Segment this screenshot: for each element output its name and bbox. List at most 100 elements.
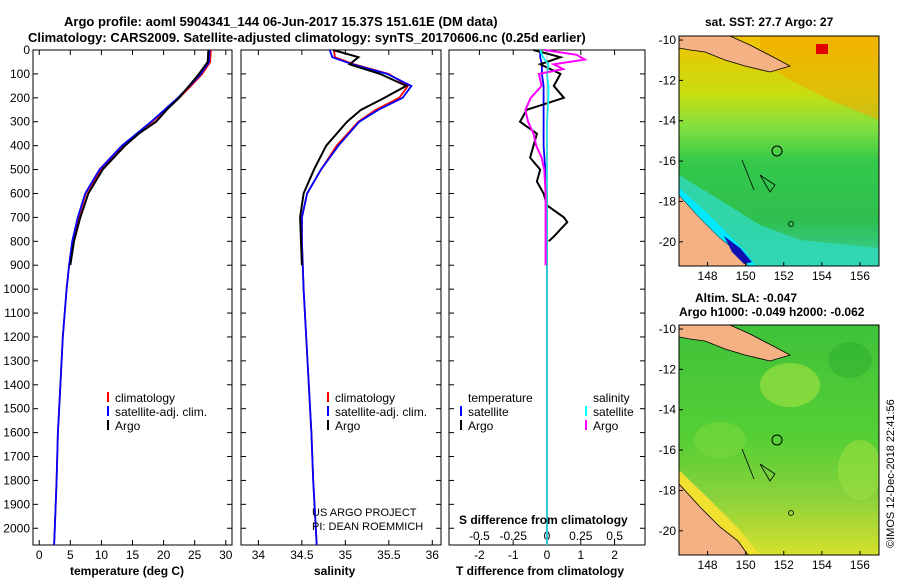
series-line-climatology	[53, 49, 212, 546]
salinity-plot-frame	[240, 49, 442, 546]
legend-label-argo: Argo	[115, 419, 141, 433]
x-tick-label: -2	[474, 548, 485, 562]
figure-title-line2: Climatology: CARS2009. Satellite-adjuste…	[28, 30, 586, 45]
map-x-tick-label: 150	[736, 269, 756, 283]
temperature-plot-frame	[32, 49, 233, 546]
sla-high-2	[838, 440, 879, 500]
x-tick-label: 0	[36, 548, 43, 562]
y-tick-label: 0	[23, 43, 30, 57]
land-new-guinea	[679, 36, 792, 73]
y-tick-label: 1100	[4, 306, 30, 320]
y-tick-label: 600	[10, 186, 30, 200]
x-tick-label: 35.5	[377, 548, 401, 562]
sla-high-1	[760, 363, 820, 407]
x-tick-label: 20	[157, 548, 171, 562]
sla-high-3	[694, 422, 746, 458]
s-tick-label: 0.5	[606, 529, 623, 543]
legend-label-temp-satellite: satellite	[468, 405, 509, 419]
x-tick-label: 34	[252, 548, 266, 562]
series-line-argo	[299, 49, 409, 266]
difference-top-axis-label: S difference from climatology	[459, 513, 628, 527]
x-tick-label: 36	[426, 548, 440, 562]
map-y-tick-label: -18	[659, 483, 677, 497]
sst-map-title: sat. SST: 27.7 Argo: 27	[705, 15, 834, 29]
sst-map	[679, 36, 879, 266]
float-position-marker	[771, 145, 783, 157]
y-tick-label: 900	[10, 258, 30, 272]
x-tick-label: 2	[611, 548, 618, 562]
x-tick-label: -1	[508, 548, 519, 562]
island-marker	[788, 510, 794, 516]
island-marker	[788, 221, 794, 227]
sst-deep-blue	[724, 236, 752, 264]
salinity-legend: climatology satellite-adj. clim. Argo	[327, 391, 427, 433]
x-tick-label: 10	[95, 548, 109, 562]
project-credit-line2: PI: DEAN ROEMMICH	[312, 521, 423, 533]
legend-label-sal-satellite: satellite	[593, 405, 634, 419]
series-line-climatology	[300, 49, 410, 546]
legend-label-satellite: satellite-adj. clim.	[115, 405, 207, 419]
map-y-tick-label: -10	[659, 322, 677, 336]
series-line-salinity-argo	[524, 49, 588, 266]
sla-map	[679, 325, 879, 555]
y-tick-label: 1900	[3, 497, 30, 511]
legend-label-climatology: climatology	[335, 391, 395, 405]
salinity-x-axis-label: salinity	[314, 564, 356, 578]
figure-title-line1: Argo profile: aoml 5904341_144 06-Jun-20…	[64, 14, 498, 29]
map-x-tick-label: 156	[850, 558, 870, 572]
map-x-tick-label: 148	[698, 558, 718, 572]
map-x-tick-label: 156	[850, 269, 870, 283]
series-line-satellite-adj-clim-	[300, 49, 413, 546]
series-line-temperature-argo	[518, 49, 569, 243]
sla-map-frame	[678, 324, 880, 556]
x-tick-label: 15	[126, 548, 140, 562]
s-tick-label: 0.25	[569, 529, 593, 543]
difference-x-axis-label: T difference from climatology	[456, 564, 624, 578]
x-tick-label: 0	[544, 548, 551, 562]
legend-label-satellite: satellite-adj. clim.	[335, 405, 427, 419]
series-line-temperature-satellite	[539, 50, 548, 545]
map-y-tick-label: -16	[659, 443, 677, 457]
y-tick-label: 100	[10, 67, 30, 81]
map-y-tick-label: -16	[659, 154, 677, 168]
y-tick-label: 1800	[3, 473, 30, 487]
map-x-tick-label: 154	[812, 269, 832, 283]
map-y-tick-label: -12	[659, 73, 677, 87]
land-australia	[679, 483, 749, 555]
y-tick-label: 1600	[3, 426, 30, 440]
y-tick-label: 1300	[3, 354, 30, 368]
sst-warm-patch	[760, 36, 879, 120]
x-tick-label: 35	[339, 548, 353, 562]
map-y-tick-label: -14	[659, 114, 677, 128]
y-tick-label: 200	[10, 91, 30, 105]
y-tick-label: 500	[10, 163, 30, 177]
x-tick-label: 5	[67, 548, 74, 562]
sst-map-frame	[678, 35, 880, 267]
map-y-tick-label: -20	[659, 235, 677, 249]
y-tick-label: 1400	[3, 378, 30, 392]
y-tick-label: 1700	[3, 450, 30, 464]
map-x-tick-label: 152	[774, 269, 794, 283]
legend-title-temperature: temperature	[468, 391, 533, 405]
map-x-tick-label: 148	[698, 269, 718, 283]
s-tick-label: -0.5	[469, 529, 490, 543]
legend-label-climatology: climatology	[115, 391, 175, 405]
float-position-marker	[771, 434, 783, 446]
reef-outline	[741, 159, 776, 193]
map-y-tick-label: -18	[659, 194, 677, 208]
series-line-argo	[69, 49, 210, 266]
map-y-tick-label: -20	[659, 524, 677, 538]
y-tick-label: 1500	[3, 402, 30, 416]
y-tick-label: 400	[10, 139, 30, 153]
x-tick-label: 34.5	[290, 548, 314, 562]
legend-label-argo: Argo	[335, 419, 361, 433]
x-tick-label: 25	[188, 548, 202, 562]
sla-map-title-line2: Argo h1000: -0.049 h2000: -0.062	[679, 305, 865, 319]
y-tick-label: 800	[10, 234, 30, 248]
sla-low-1	[828, 342, 872, 378]
legend-title-salinity: salinity	[593, 391, 630, 405]
land-new-guinea	[679, 325, 792, 362]
x-tick-label: 30	[219, 548, 233, 562]
legend-label-sal-argo: Argo	[593, 419, 619, 433]
